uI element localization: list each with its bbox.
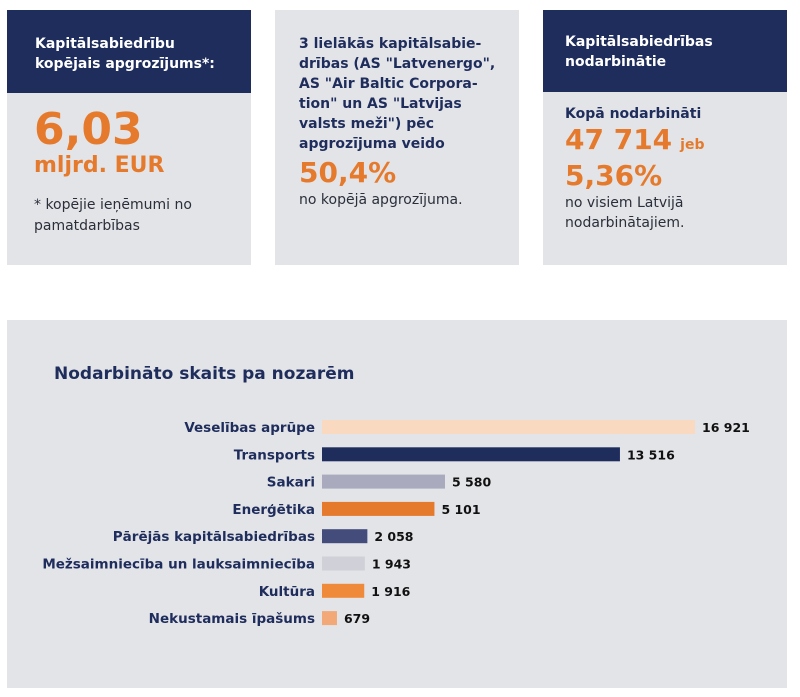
category-label: Enerģētika	[232, 502, 315, 518]
value-label: 2 058	[374, 529, 413, 544]
turnover-card: Kapitālsabiedrību kopējais apgrozījums*:…	[7, 10, 251, 265]
category-label: Mežsaimniecība un lauksaimniecība	[42, 557, 315, 573]
turnover-unit: mljrd. EUR	[34, 153, 165, 178]
bar	[322, 556, 365, 571]
top3-foot: no kopējā apgrozījuma.	[299, 192, 463, 208]
employed-number-row: 47 714 jeb	[565, 124, 787, 161]
value-label: 1 943	[372, 557, 411, 572]
value-label: 16 921	[702, 420, 750, 435]
top3-text: 3 lielākās kapitālsabie-drības (AS "Latv…	[299, 36, 496, 152]
turnover-card-title: Kapitālsabiedrību kopējais apgrozījums*:	[7, 10, 251, 93]
bar	[322, 583, 365, 598]
turnover-note: * kopējie ieņēmumi no pamatdarbības	[34, 197, 192, 234]
bar	[322, 611, 337, 626]
category-label: Nekustamais īpašums	[149, 611, 315, 627]
value-label: 1 916	[371, 584, 410, 599]
bar	[322, 447, 620, 462]
employed-number: 47 714	[565, 123, 673, 156]
category-label: Pārējās kapitālsabiedrības	[113, 529, 315, 545]
top3-card: 3 lielākās kapitālsabie-drības (AS "Latv…	[275, 10, 519, 265]
employed-jeb: jeb	[680, 137, 705, 153]
employed-foot: no visiem Latvijā nodarbinātajiem.	[565, 195, 685, 231]
value-label: 679	[344, 611, 370, 626]
category-label: Veselības aprūpe	[184, 420, 315, 436]
value-label: 5 580	[452, 475, 491, 490]
turnover-value: 6,03	[34, 104, 143, 155]
employed-lead: Kopā nodarbināti	[565, 106, 702, 122]
employed-card-title: Kapitālsabiedrības nodarbinātie	[543, 10, 787, 92]
employed-percent: 5,36%	[565, 159, 663, 192]
bar	[322, 501, 435, 516]
bar-chart: Veselības aprūpe 16 921 Transports 13 516 Sa…	[42, 420, 750, 627]
value-label: 5 101	[441, 502, 480, 517]
employed-card: Kapitālsabiedrības nodarbinātie Kopā nod…	[543, 10, 787, 265]
category-label: Sakari	[267, 475, 315, 491]
chart-panel: Nodarbināto skaits pa nozarēm Veselības …	[7, 320, 787, 688]
bar	[322, 529, 368, 544]
bar	[322, 474, 446, 489]
chart-title: Nodarbināto skaits pa nozarēm	[54, 364, 355, 384]
category-label: Transports	[234, 447, 315, 463]
value-label: 13 516	[627, 447, 675, 462]
bar	[322, 420, 695, 434]
category-label: Kultūra	[259, 584, 315, 600]
top3-value: 50,4%	[299, 156, 397, 189]
